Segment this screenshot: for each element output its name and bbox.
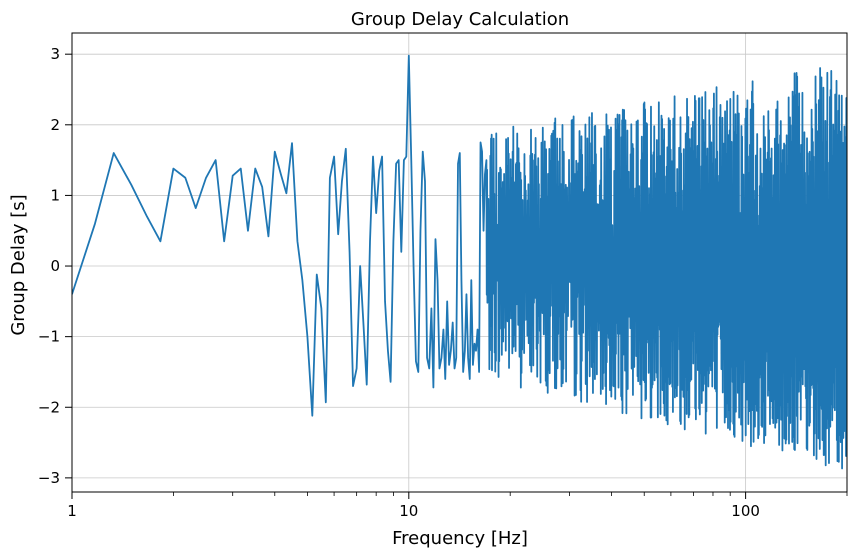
group-delay-series-line [72, 54, 847, 470]
y-tick-label: −3 [38, 469, 60, 487]
x-tick-label: 1 [67, 502, 77, 520]
x-axis-label: Frequency [Hz] [392, 528, 528, 549]
y-tick-label: 3 [50, 45, 60, 63]
y-tick-label: 1 [50, 186, 60, 204]
y-tick-label: −2 [38, 398, 60, 416]
y-tick-label: 2 [50, 116, 60, 134]
y-tick-label: 0 [50, 257, 60, 275]
plot-frame [71, 32, 848, 493]
x-tick-label: 10 [399, 502, 418, 520]
data-layer [72, 54, 847, 470]
y-axis-label: Group Delay [s] [8, 194, 29, 335]
x-tick-label: 100 [731, 502, 760, 520]
chart-title: Group Delay Calculation [351, 9, 569, 30]
y-tick-label: −1 [38, 328, 60, 346]
